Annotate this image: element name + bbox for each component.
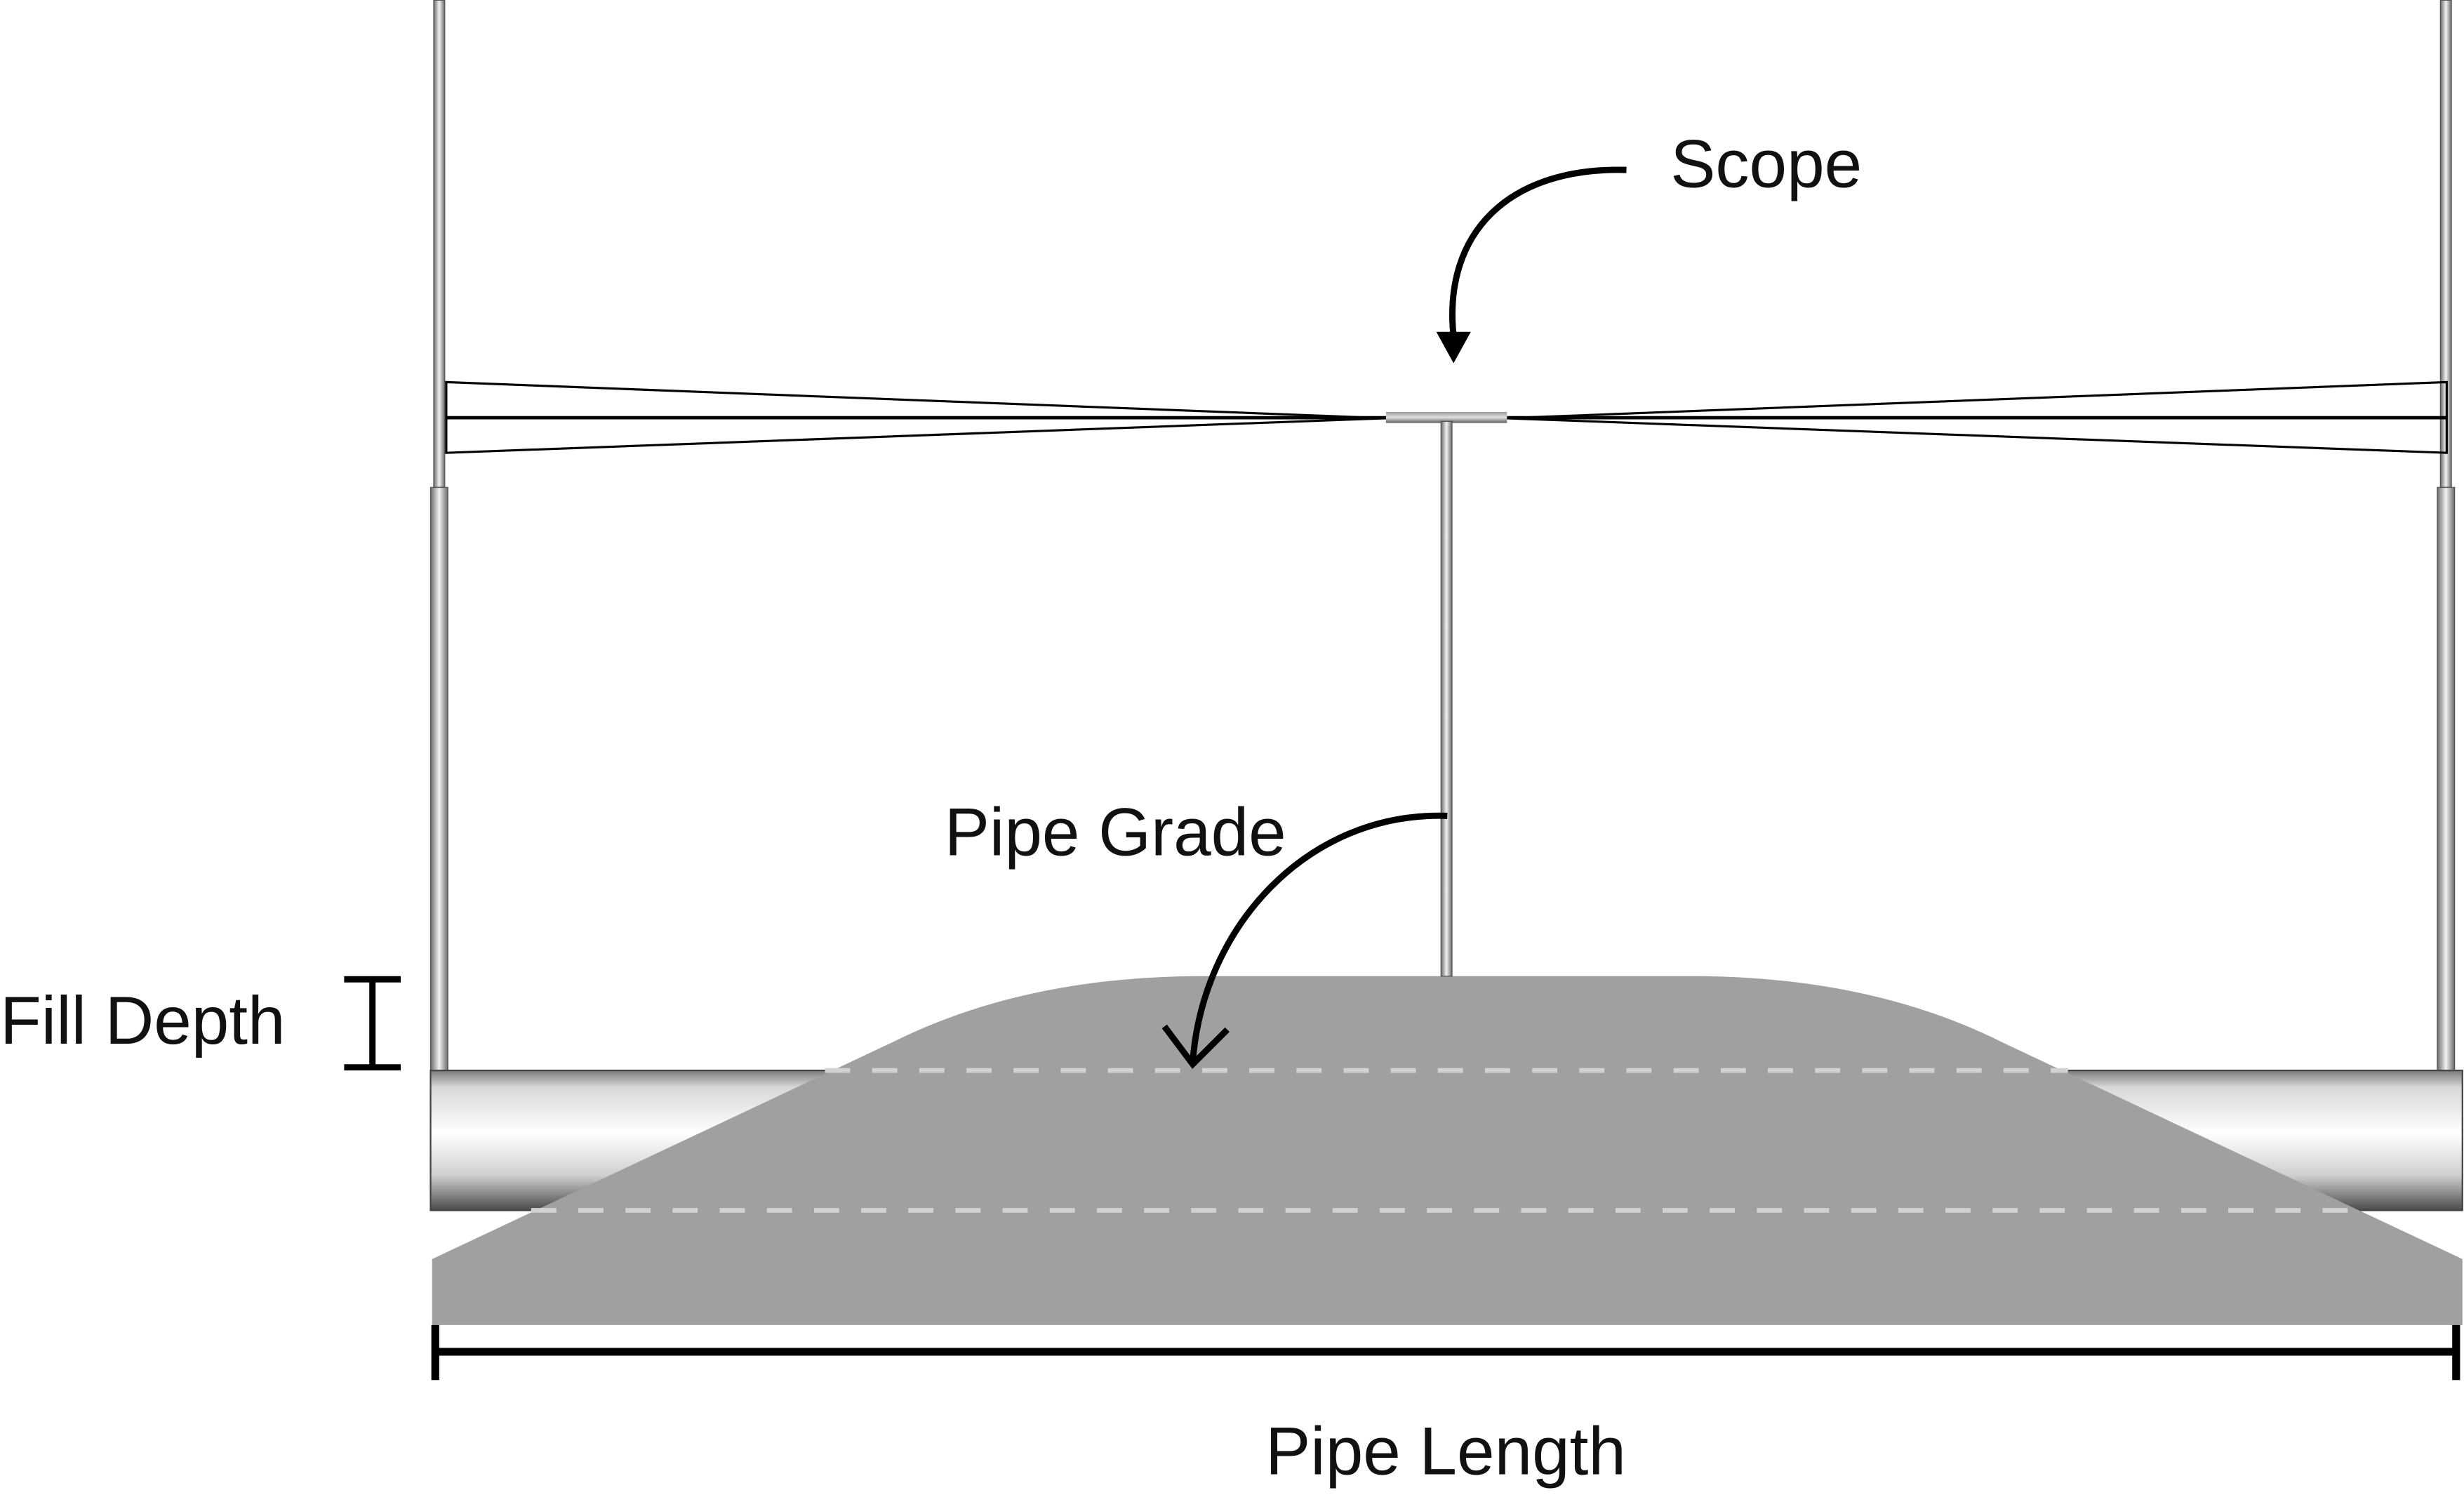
fill-depth-label: Fill Depth	[0, 983, 286, 1058]
left-post	[429, 0, 448, 1073]
right-post	[2437, 0, 2456, 1073]
scope-arrow-head	[1436, 331, 1471, 364]
pipe-length-label: Pipe Length	[1265, 1414, 1626, 1489]
pipe-grade-arrow-head	[1161, 1024, 1230, 1070]
scope-arrow	[1449, 166, 1627, 337]
scope-label: Scope	[1670, 127, 1862, 202]
fill-material	[432, 976, 2463, 1325]
scope-crossbar	[1385, 411, 1507, 423]
pipe-length-dimension	[431, 1324, 2460, 1381]
fill-depth-bracket	[344, 976, 401, 1071]
pipe-grade-label: Pipe Grade	[945, 795, 1286, 870]
scope-rod	[1440, 420, 1453, 977]
pipe-grade-arrow	[1190, 812, 1448, 1063]
